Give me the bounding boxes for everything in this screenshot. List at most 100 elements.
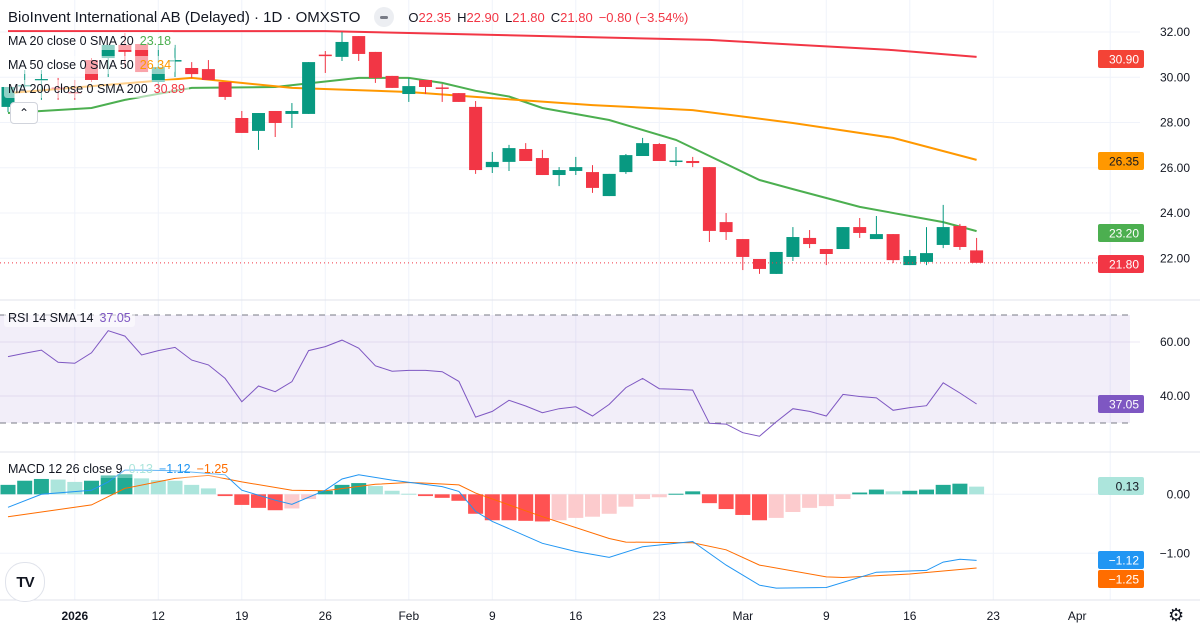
macd-histogram-bar: [885, 491, 901, 495]
legend-rsi[interactable]: RSI 14 SMA 14 37.05: [4, 309, 135, 327]
price-tick-label: 26.00: [1160, 161, 1190, 175]
macd-histogram-bar: [935, 484, 951, 495]
candle-body: [318, 54, 332, 57]
macd-tick-label: 0.00: [1167, 487, 1191, 501]
candle-body: [619, 155, 633, 173]
macd-histogram-bar: [384, 490, 400, 495]
candle: [736, 239, 750, 271]
candle: [702, 167, 716, 243]
candle-body: [702, 167, 716, 231]
rsi-value: 37.05: [99, 311, 131, 325]
symbol-title[interactable]: BioInvent International AB (Delayed) · 1…: [8, 8, 361, 26]
candle: [285, 103, 299, 128]
macd-histogram-bar: [651, 494, 667, 498]
low-value: 21.80: [512, 9, 545, 25]
time-tick-label: 9: [823, 609, 830, 623]
macd-histogram-bar: [735, 494, 751, 515]
candle: [268, 110, 282, 138]
macd-hist-badge: 0.13: [1098, 477, 1144, 495]
macd-histogram-bar: [334, 484, 350, 495]
macd-histogram-bar: [167, 480, 183, 495]
candle-body: [452, 93, 466, 102]
tradingview-logo[interactable]: TV: [5, 562, 45, 602]
candle-body: [485, 161, 499, 168]
time-tick-label: Mar: [732, 609, 753, 623]
macd-histogram-bar: [802, 494, 818, 508]
price-tick-label: 28.00: [1160, 116, 1190, 130]
close-label: C: [550, 9, 561, 25]
candle: [853, 218, 867, 238]
macd-histogram-bar: [434, 494, 450, 498]
candle-body: [920, 253, 933, 262]
candle-body: [936, 227, 950, 245]
candle: [803, 230, 817, 249]
candle: [302, 62, 316, 114]
price-badges: 30.90 26.35 23.20 21.80 37.05 0.13 −1.12 −1.25: [1098, 50, 1144, 588]
macd-histogram-bar: [919, 489, 934, 495]
candle-body: [285, 110, 299, 114]
ma200-value: 30.89: [153, 82, 185, 96]
candle: [970, 237, 984, 263]
candle-body: [502, 148, 516, 162]
macd-histogram-bar: [284, 494, 300, 509]
signal-badge: −1.25: [1098, 570, 1144, 588]
macd-histogram-bar: [701, 494, 717, 504]
macd-histogram-bar: [418, 494, 433, 497]
macd-histogram-bar: [551, 494, 567, 521]
macd-histogram-bar: [117, 474, 133, 495]
candle-body: [886, 234, 900, 261]
price-axes[interactable]: 32.00 30.00 28.00 26.00 24.00 22.00 60.00 40.00…: [1160, 25, 1191, 560]
ma50-price-badge-bg: [1098, 152, 1144, 170]
high-value: 22.90: [466, 9, 499, 25]
rsi-band: [0, 314, 1130, 424]
candle: [836, 227, 850, 250]
ma20-price-badge-bg: [1098, 224, 1144, 242]
gear-icon[interactable]: ⚙: [1168, 605, 1185, 625]
candle-body: [686, 160, 700, 164]
candle-body: [435, 87, 449, 89]
collapse-legend-button[interactable]: ⌃: [10, 102, 38, 124]
macd-histogram-bar: [618, 494, 634, 507]
macd-pane: [0, 469, 985, 589]
legend-macd[interactable]: MACD 12 26 close 9 0.13 −1.12 −1.25: [4, 460, 233, 478]
candle: [419, 79, 432, 95]
macd-histogram-bar: [184, 484, 200, 495]
candle-body: [636, 143, 650, 157]
rsi-background: [0, 315, 1130, 423]
macd-histogram-bar: [635, 494, 651, 500]
macd-label: MACD 12 26 close 9: [8, 462, 123, 476]
candle-body: [736, 239, 750, 257]
candle-body: [602, 173, 616, 197]
candle: [586, 165, 599, 193]
legend-ma50[interactable]: MA 50 close 0 SMA 50 26.34: [4, 56, 176, 74]
ma20-label: MA 20 close 0 SMA 20: [8, 34, 134, 48]
candle: [485, 151, 499, 173]
macd-histogram-bar: [752, 494, 767, 521]
macd-histogram-bar: [317, 490, 333, 495]
macd-tick-label: −1.00: [1160, 546, 1191, 560]
price-tick-label: 30.00: [1160, 70, 1190, 84]
time-tick-label: 23: [653, 609, 667, 623]
chevron-up-icon: ⌃: [18, 106, 30, 120]
ma50-price-badge-text: 26.35: [1109, 155, 1139, 169]
legend-ma20[interactable]: MA 20 close 0 SMA 20 23.18: [4, 32, 176, 50]
candle: [469, 101, 483, 174]
rsi-tick-label: 60.00: [1160, 335, 1190, 349]
macd-line: [7, 469, 977, 589]
legend-ma200[interactable]: MA 200 close 0 SMA 200 30.89: [4, 80, 189, 98]
macd-histogram-bar: [484, 494, 500, 521]
time-tick-label: 9: [489, 609, 496, 623]
macd-histogram-bar: [267, 494, 283, 511]
rsi-line: [7, 330, 977, 437]
macd-histogram-bar: [518, 494, 534, 521]
hide-legend-button[interactable]: [374, 7, 395, 27]
macd-histogram-bar: [585, 494, 600, 517]
rsi-badge-bg: [1098, 395, 1144, 413]
candle-body: [803, 237, 817, 245]
candle: [218, 82, 232, 100]
macd-histogram-bar: [501, 494, 517, 521]
time-axis[interactable]: 2026 12 19 26 Feb 9 16 23 Mar 9 16 23 Apr: [0, 599, 1200, 623]
candle-body: [385, 75, 399, 88]
macd-histogram-bar: [785, 494, 801, 512]
